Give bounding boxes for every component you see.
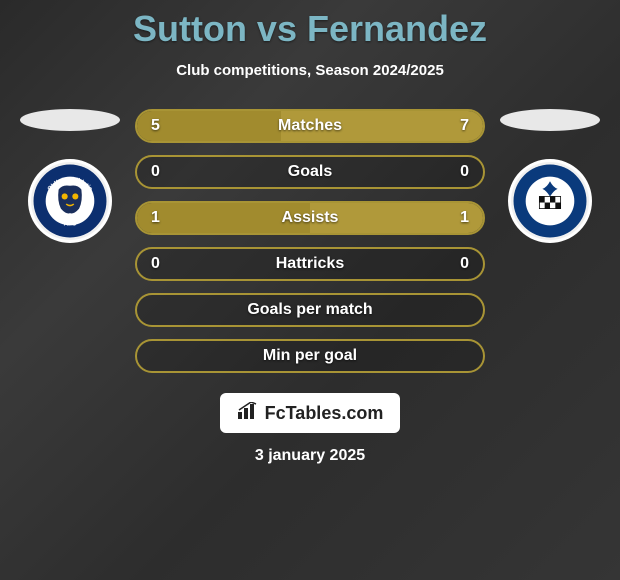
stat-row: 11Assists bbox=[135, 201, 485, 235]
chart-icon bbox=[237, 402, 259, 425]
left-side: Oldham Athletic AFC bbox=[15, 109, 125, 243]
stat-label: Hattricks bbox=[137, 255, 483, 273]
fctables-watermark: FcTables.com bbox=[220, 393, 400, 433]
stat-label: Matches bbox=[137, 117, 483, 135]
stat-label: Goals per match bbox=[137, 301, 483, 319]
stat-bars: 57Matches 00Goals 11Assists 00Hattricks Goal… bbox=[135, 109, 485, 373]
page-title: Sutton vs Fernandez bbox=[0, 0, 620, 50]
stat-row: Min per goal bbox=[135, 339, 485, 373]
svg-text:AFC: AFC bbox=[64, 220, 77, 227]
oldham-crest-icon: Oldham Athletic AFC bbox=[32, 163, 108, 239]
fctables-label: FcTables.com bbox=[265, 403, 384, 424]
stat-row: 00Hattricks bbox=[135, 247, 485, 281]
stat-row: 00Goals bbox=[135, 155, 485, 189]
player-photo-left bbox=[20, 109, 120, 131]
date-label: 3 january 2025 bbox=[0, 447, 620, 465]
player-photo-right bbox=[500, 109, 600, 131]
stat-label: Goals bbox=[137, 163, 483, 181]
eastleigh-crest-icon: EASTLEIGH F.C. bbox=[512, 163, 588, 239]
stat-label: Assists bbox=[137, 209, 483, 227]
stat-row: 57Matches bbox=[135, 109, 485, 143]
stat-row: Goals per match bbox=[135, 293, 485, 327]
stat-label: Min per goal bbox=[137, 347, 483, 365]
right-side: EASTLEIGH F.C. bbox=[495, 109, 605, 243]
comparison-content: Oldham Athletic AFC 57Matches 00Goals 11As… bbox=[0, 109, 620, 373]
subtitle: Club competitions, Season 2024/2025 bbox=[0, 62, 620, 79]
club-badge-right: EASTLEIGH F.C. bbox=[508, 159, 592, 243]
club-badge-left: Oldham Athletic AFC bbox=[28, 159, 112, 243]
